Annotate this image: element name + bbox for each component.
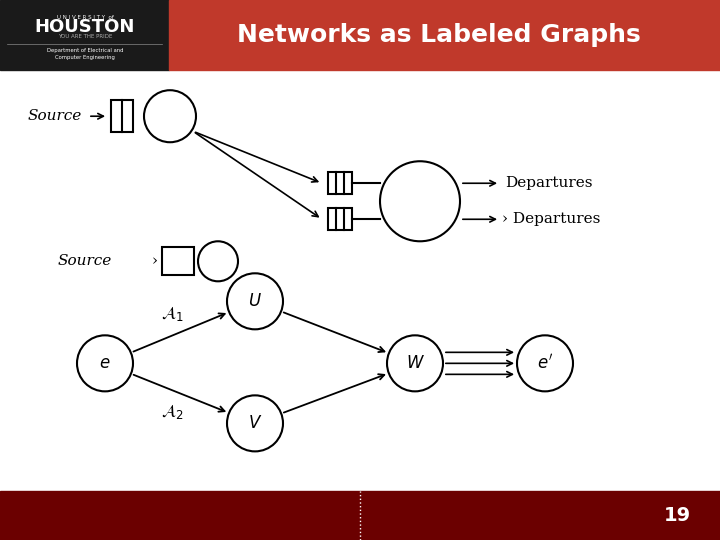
Text: 19: 19	[664, 506, 691, 525]
Text: Source: Source	[28, 109, 82, 123]
Bar	[328, 172, 352, 194]
Bar	[162, 247, 194, 275]
Bar	[328, 208, 352, 230]
Text: Computer Engineering: Computer Engineering	[55, 55, 115, 60]
Text: $\mathcal{A}_2$: $\mathcal{A}_2$	[161, 402, 184, 421]
Text: Networks as Labeled Graphs: Networks as Labeled Graphs	[238, 23, 641, 47]
Text: › Departures: › Departures	[502, 212, 600, 226]
Text: Departures: Departures	[505, 176, 593, 190]
Text: Source: Source	[58, 254, 112, 268]
Text: $e'$: $e'$	[537, 354, 553, 373]
Bar	[111, 100, 133, 132]
Text: $V$: $V$	[248, 415, 262, 432]
Text: $W$: $W$	[405, 355, 425, 372]
Text: YOU ARE THE PRIDE: YOU ARE THE PRIDE	[58, 34, 112, 39]
Text: $e$: $e$	[99, 355, 111, 372]
Text: $U$: $U$	[248, 293, 262, 310]
Text: HOUSTON: HOUSTON	[35, 18, 135, 36]
Text: U N I V E R S I T Y  of: U N I V E R S I T Y of	[57, 15, 113, 20]
Text: ›: ›	[152, 254, 158, 268]
Text: $\mathcal{A}_1$: $\mathcal{A}_1$	[161, 304, 184, 323]
Text: Department of Electrical and: Department of Electrical and	[47, 48, 123, 53]
